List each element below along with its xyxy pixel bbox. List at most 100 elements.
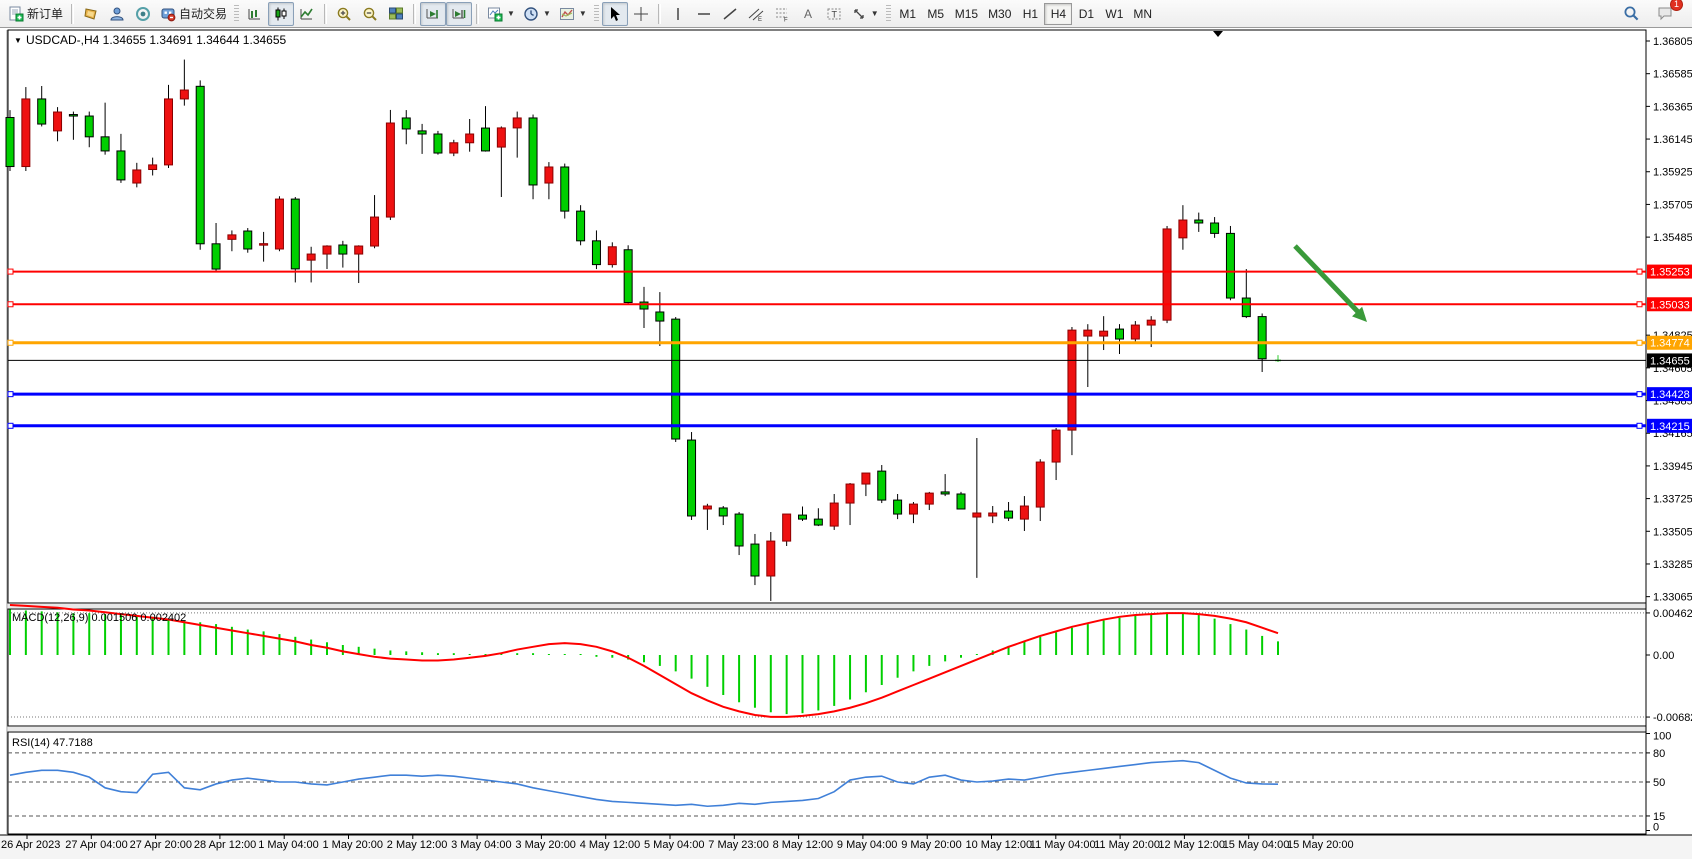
tile-windows-button[interactable] <box>383 2 409 26</box>
price-badge-label: 1.34428 <box>1650 389 1690 401</box>
period-button-M5[interactable]: M5 <box>927 6 945 21</box>
notifications-button[interactable]: 1 <box>1652 0 1683 26</box>
down-arrow-annotation[interactable] <box>1293 244 1363 317</box>
period-button-M15[interactable]: M15 <box>954 6 979 21</box>
search-icon <box>1624 6 1638 21</box>
level-handle[interactable] <box>1636 301 1643 308</box>
chart-shift-icon <box>452 8 466 18</box>
period-button-D1[interactable]: D1 <box>1078 6 1095 21</box>
search-button[interactable] <box>1618 2 1644 26</box>
level-handle[interactable] <box>7 301 14 308</box>
clock-icon <box>524 6 538 21</box>
candle-up <box>766 540 776 577</box>
panel-splitter[interactable] <box>8 604 1646 608</box>
chart-shift-button[interactable] <box>446 1 473 26</box>
chart-window[interactable]: 1.36805 1.36585 1.36365 1.36145 1.35925 1.357… <box>0 29 1692 859</box>
level-handle[interactable] <box>1636 339 1643 346</box>
period-button-H4[interactable]: H4 <box>1044 2 1073 25</box>
arrows-icon <box>854 8 864 19</box>
level-handle[interactable] <box>1636 391 1643 398</box>
candle-down <box>433 133 443 154</box>
date-tick-label: 27 Apr 04:00 <box>65 839 127 851</box>
candle-up <box>449 142 459 154</box>
period-button-H1[interactable]: H1 <box>1022 6 1039 21</box>
chart-bars-icon <box>248 8 261 19</box>
templates-button[interactable]: ▼ <box>555 2 591 26</box>
price-badge-label: 1.34774 <box>1650 338 1690 350</box>
date-tick-label: 3 May 04:00 <box>451 839 512 851</box>
user-button[interactable] <box>104 2 130 26</box>
chart-candles-button[interactable] <box>268 1 295 26</box>
candle-down <box>195 85 205 245</box>
level-handle[interactable] <box>7 422 14 429</box>
candle-down <box>671 318 681 440</box>
candle-up <box>1019 505 1029 520</box>
zoom-out-button[interactable] <box>357 2 383 26</box>
auto-trading-button[interactable]: 自动交易 <box>156 2 231 26</box>
candle-up <box>385 122 395 218</box>
level-handle[interactable] <box>7 391 14 398</box>
date-tick-label: 1 May 04:00 <box>258 839 319 851</box>
vertical-line-button[interactable] <box>665 2 691 26</box>
chevron-down-icon: ▼ <box>542 9 551 18</box>
chart-bars-button[interactable] <box>242 2 268 26</box>
add-indicator-button[interactable]: ▼ <box>483 2 519 26</box>
candle-up <box>1051 429 1061 463</box>
macd-tick-label: 0.004628 <box>1653 608 1692 620</box>
level-handle[interactable] <box>7 339 14 346</box>
new-order-button[interactable]: 新订单 <box>4 2 67 26</box>
arrows-objects-button[interactable]: ▼ <box>847 2 883 26</box>
chevron-down-icon: ▼ <box>578 9 587 18</box>
rsi-tick-label: 50 <box>1653 777 1665 789</box>
candle-up <box>227 234 237 240</box>
chart-line-button[interactable] <box>294 2 320 26</box>
candle-up <box>702 505 712 510</box>
level-handle[interactable] <box>7 268 14 275</box>
candle-up <box>1162 228 1172 321</box>
rsi-label: RSI(14) 47.7188 <box>12 737 93 749</box>
autoscroll-button[interactable] <box>420 1 447 26</box>
date-tick-label: 26 Apr 2023 <box>1 839 60 851</box>
chat-icon <box>1658 7 1671 21</box>
cursor-button[interactable] <box>601 1 628 26</box>
candle-up <box>607 246 617 266</box>
level-handle[interactable] <box>1636 268 1643 275</box>
candle-up <box>782 513 792 542</box>
price-badge <box>1647 264 1692 279</box>
candle-down <box>116 150 126 181</box>
trendline-button[interactable] <box>717 2 743 26</box>
radar-button[interactable] <box>130 2 156 26</box>
candle-down <box>576 210 586 242</box>
period-button-M30[interactable]: M30 <box>988 6 1012 21</box>
candle-down <box>1257 316 1267 360</box>
date-axis-strip[interactable] <box>0 835 1692 859</box>
text-label-button[interactable]: T <box>821 2 847 26</box>
new-order-icon <box>9 6 24 21</box>
candle-down <box>687 439 697 517</box>
macd-panel[interactable] <box>7 608 1647 727</box>
chart-canvas[interactable]: 1.36805 1.36585 1.36365 1.36145 1.35925 1.357… <box>0 29 1692 859</box>
text-button[interactable]: A <box>795 2 821 26</box>
fibonacci-button[interactable]: F <box>769 2 795 26</box>
tile-windows-icon <box>389 7 404 19</box>
horizontal-line-button[interactable] <box>691 2 717 26</box>
candle-down <box>1115 328 1124 340</box>
zoom-in-button[interactable] <box>331 2 357 26</box>
channel-button[interactable]: E <box>743 2 769 26</box>
period-button-W1[interactable]: W1 <box>1105 6 1124 21</box>
level-handle[interactable] <box>1636 422 1643 429</box>
period-button-M1[interactable]: M1 <box>899 6 917 21</box>
panel-splitter[interactable] <box>8 727 1646 731</box>
main-panel[interactable] <box>7 29 1647 604</box>
period-button-MN[interactable]: MN <box>1133 6 1153 21</box>
rsi-tick-label: 100 <box>1653 731 1671 743</box>
price-tick-label: 1.33945 <box>1653 461 1692 473</box>
date-tick-label: 15 May 04:00 <box>1223 839 1290 851</box>
price-tick-label: 1.36805 <box>1653 36 1692 48</box>
gold-seal-button[interactable] <box>78 2 104 26</box>
rsi-panel[interactable] <box>7 731 1647 835</box>
candle-down <box>68 114 78 117</box>
timeframes-clock-button[interactable]: ▼ <box>519 2 555 26</box>
toolbar-separator <box>476 3 480 24</box>
crosshair-button[interactable] <box>628 2 654 26</box>
